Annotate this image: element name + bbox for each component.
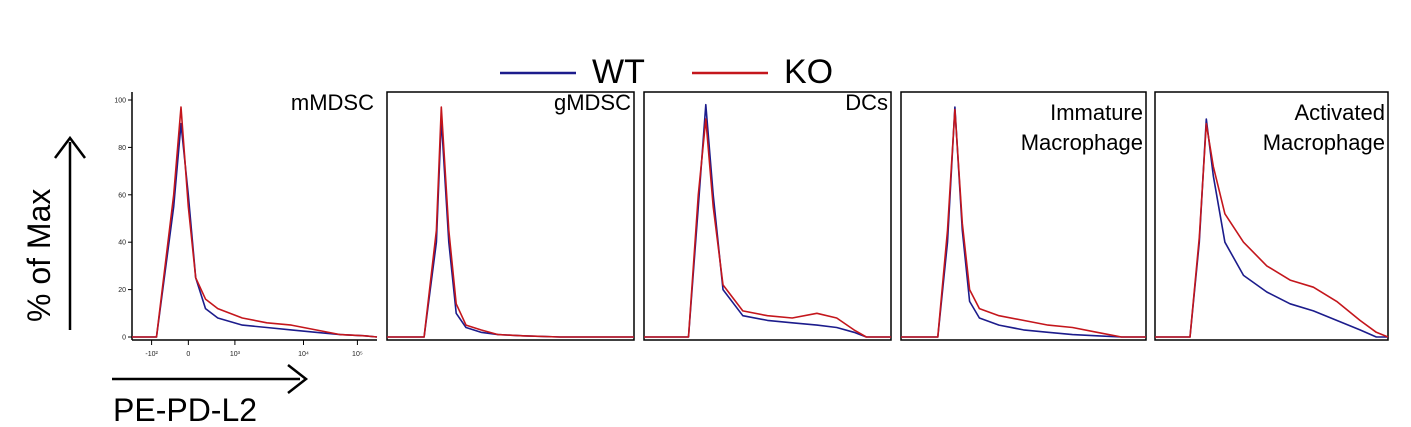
panel-title-line: Activated — [1295, 100, 1386, 125]
panels: 0 20 40 60 80 100 -10² 0 10³ 10⁴ 10⁵ mMDSC gMDSC DCs I… — [114, 90, 1389, 358]
y-tick-label: 20 — [118, 287, 126, 294]
y-axis-title: % of Max — [21, 189, 57, 322]
panel-title-line: Macrophage — [1021, 130, 1143, 155]
x-axis-arrow-head — [287, 364, 309, 394]
panel-title: mMDSC — [291, 90, 374, 115]
y-tick-label: 80 — [118, 145, 126, 152]
series-wt-line — [387, 118, 634, 338]
x-tick-label: 10⁴ — [298, 351, 309, 358]
panel-frame — [643, 91, 892, 341]
panel-5: Activated Macrophage — [1154, 91, 1389, 341]
y-tick-label: 0 — [122, 335, 126, 342]
series-ko-line — [387, 106, 634, 338]
series-ko-line — [1155, 122, 1389, 338]
panel-title-line: mMDSC — [291, 90, 374, 115]
x-tick-label: 10³ — [230, 351, 241, 358]
x-tick-label: -10² — [145, 351, 158, 358]
panel-title: Activated Macrophage — [1263, 100, 1385, 155]
panel-3: DCs — [643, 90, 892, 341]
series-ko-line — [132, 106, 378, 338]
panel-title: Immature Macrophage — [1021, 100, 1143, 155]
panel-frame — [1154, 91, 1389, 341]
panel-title-line: Macrophage — [1263, 130, 1385, 155]
panel-4: Immature Macrophage — [900, 91, 1147, 341]
series-ko-line — [901, 108, 1146, 338]
y-axis-title-group: % of Max — [21, 135, 86, 330]
series-wt-line — [644, 103, 891, 338]
x-tick-label: 0 — [186, 351, 190, 358]
y-tick-label: 100 — [114, 98, 126, 105]
legend-ko-label: KO — [784, 53, 833, 91]
panel-title-line: DCs — [845, 90, 888, 115]
y-tick-label: 60 — [118, 192, 126, 199]
panel-title: gMDSC — [554, 90, 631, 115]
y-tick-label: 40 — [118, 240, 126, 247]
series-ko-line — [644, 118, 891, 338]
panel-1: 0 20 40 60 80 100 -10² 0 10³ 10⁴ 10⁵ mMDSC — [114, 90, 378, 358]
panel-title-line: gMDSC — [554, 90, 631, 115]
panel-frame — [386, 91, 635, 341]
x-axis-title-group: PE-PD-L2 — [112, 364, 309, 427]
x-tick-label: 10⁵ — [352, 351, 363, 358]
panel-title-line: Immature — [1050, 100, 1143, 125]
panel-2: gMDSC — [386, 90, 635, 341]
legend-wt-label: WT — [592, 53, 645, 91]
legend: WT KO — [500, 53, 833, 91]
panel-frame — [900, 91, 1147, 341]
y-axis-arrow-head — [54, 135, 86, 159]
panel-title: DCs — [845, 90, 888, 115]
x-axis-title: PE-PD-L2 — [113, 392, 257, 427]
